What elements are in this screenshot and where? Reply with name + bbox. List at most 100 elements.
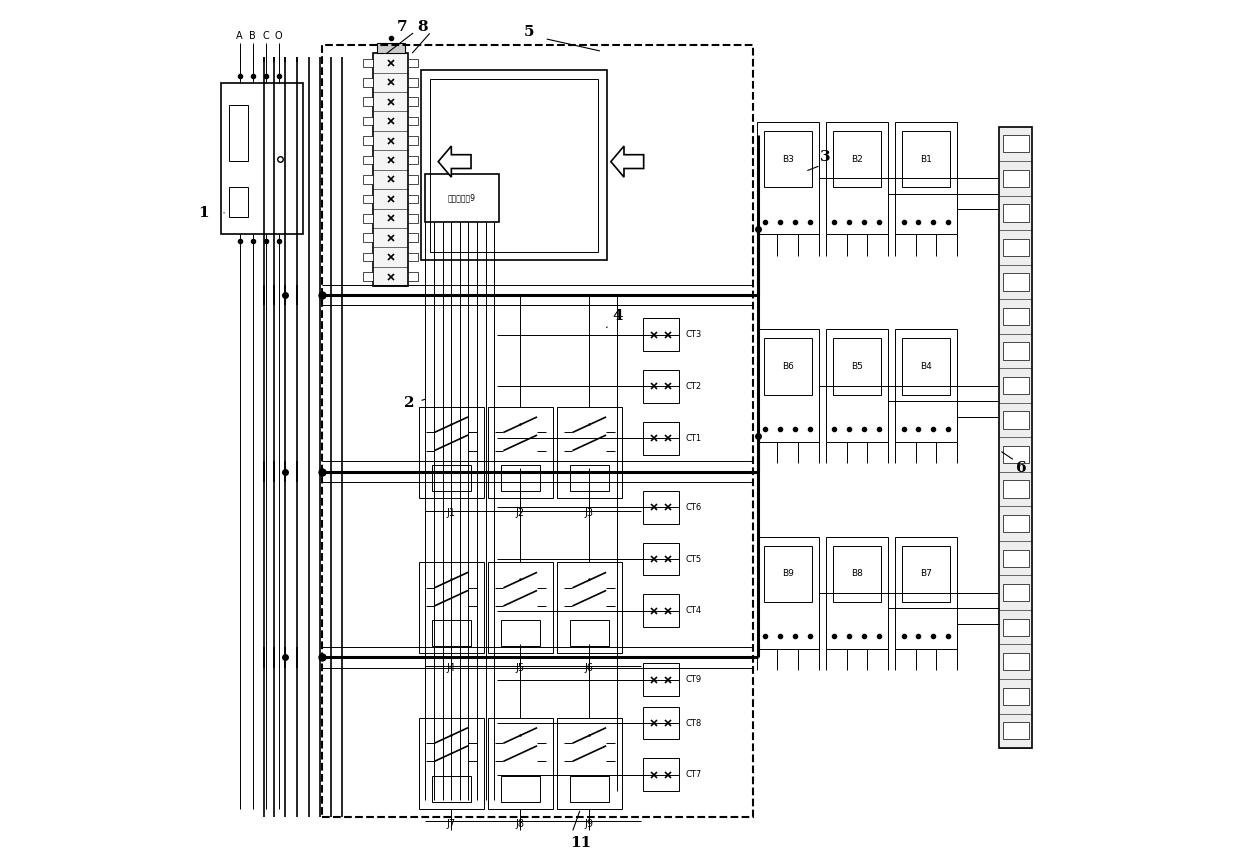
Bar [1002,307,1028,325]
Text: B4: B4 [921,362,932,371]
Bar [501,776,540,802]
Bar [1002,204,1028,222]
Bar [643,663,679,696]
Text: A: A [237,31,243,41]
Text: B3: B3 [782,155,794,164]
Text: J7: J7 [446,819,456,829]
Bar [408,214,419,223]
Text: CT9: CT9 [686,675,703,684]
Bar [895,537,957,649]
Bar [556,563,622,653]
Bar [363,195,373,204]
Bar [488,563,553,653]
Bar [1002,653,1028,670]
Bar [1002,515,1028,533]
Text: CT4: CT4 [686,606,703,616]
Text: O: O [275,31,282,41]
Text: B2: B2 [851,155,862,164]
Bar [833,339,881,395]
Text: CT7: CT7 [686,771,703,779]
Polygon shape [611,146,644,178]
Bar [363,156,373,165]
Bar [363,59,373,68]
Text: J8: J8 [515,819,525,829]
Bar [431,776,471,802]
Bar [643,491,679,524]
Text: J5: J5 [515,663,525,674]
Bar [1002,342,1028,359]
Bar [229,187,248,217]
Bar [643,707,679,740]
Bar [408,175,419,184]
Text: CT2: CT2 [686,382,703,391]
Bar [643,370,679,403]
Bar [902,339,950,395]
Bar [1002,274,1028,291]
Bar [363,78,373,87]
Text: CT1: CT1 [686,434,703,443]
Bar [363,272,373,281]
Bar [431,465,471,491]
Text: B: B [249,31,256,41]
Bar [425,174,498,222]
Bar [1002,411,1028,429]
Bar [1002,722,1028,740]
Bar [1002,170,1028,187]
Bar [895,122,957,235]
Bar [833,546,881,602]
Bar [643,759,679,792]
Bar [826,122,888,235]
Text: 5: 5 [524,24,534,39]
Bar [1000,126,1032,748]
Text: J9: J9 [585,819,593,829]
Bar [501,620,540,646]
Text: 6: 6 [1016,461,1027,475]
Bar [408,117,419,126]
Bar [408,59,419,68]
Bar [419,563,483,653]
Bar [1002,135,1028,152]
Bar [643,594,679,627]
Bar [757,329,819,442]
Bar [1002,584,1028,601]
Text: CT8: CT8 [686,719,703,727]
Bar [488,407,553,498]
Bar [1002,239,1028,256]
Bar [377,42,405,53]
Bar [363,253,373,262]
Bar [763,339,812,395]
Bar [1002,688,1028,705]
Bar [408,136,419,145]
Bar [556,407,622,498]
Bar [430,79,598,252]
Bar [643,318,679,351]
Bar [419,718,483,809]
Text: J3: J3 [585,508,593,518]
Bar [895,329,957,442]
Bar [421,70,607,261]
Text: CT5: CT5 [686,554,703,564]
Bar [408,97,419,106]
Text: 2: 2 [404,396,414,410]
Bar [757,537,819,649]
Bar [826,537,888,649]
Bar [833,132,881,187]
Bar [229,105,248,161]
Bar [570,465,608,491]
Text: J2: J2 [515,508,525,518]
Bar [408,195,419,204]
Text: 1: 1 [198,206,208,220]
Text: 3: 3 [820,150,830,164]
Bar [431,620,471,646]
Bar [902,132,950,187]
Bar [902,546,950,602]
Text: B7: B7 [921,569,932,578]
Polygon shape [439,146,471,178]
Bar [363,97,373,106]
Bar [221,83,302,235]
Bar [1002,618,1028,636]
Text: 4: 4 [612,309,623,324]
Bar [1002,377,1028,394]
Text: 模数转换噙9: 模数转换噙9 [449,193,476,203]
Bar [419,407,483,498]
